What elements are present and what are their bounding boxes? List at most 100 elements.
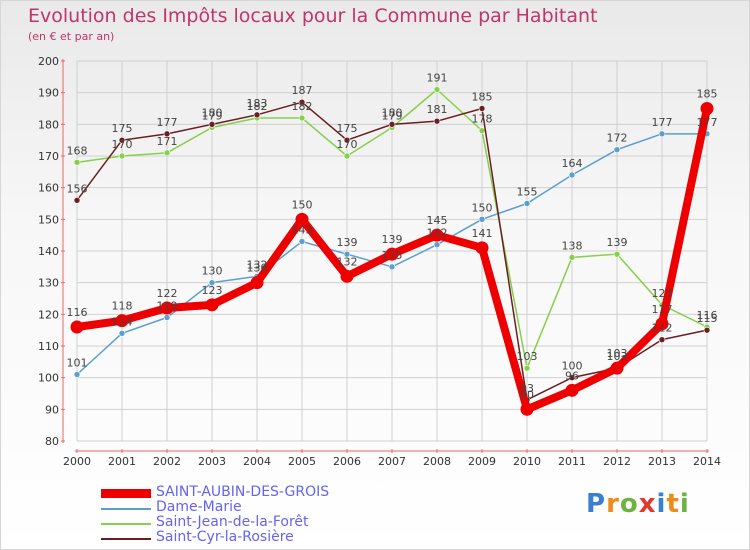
- point-saint-aubin-des-grois-2009: [475, 241, 489, 255]
- data-label-saint-cyr-la-rosi-re-2014: 115: [697, 312, 718, 325]
- logo-letter: t: [666, 489, 680, 519]
- point-saint-jean-de-la-for-t-2002: [163, 149, 171, 157]
- data-label-dame-marie-2006: 139: [337, 236, 358, 249]
- logo-letter: r: [606, 489, 620, 519]
- point-saint-cyr-la-rosi-re-2011: [568, 374, 576, 381]
- x-tick-label-2003: 2003: [198, 455, 226, 468]
- data-label-saint-aubin-des-grois-2006: 132: [337, 255, 358, 268]
- point-saint-aubin-des-grois-2010: [520, 402, 534, 416]
- data-label-saint-jean-de-la-for-t-2008: 191: [427, 72, 448, 85]
- data-label-saint-cyr-la-rosi-re-2003: 180: [202, 106, 223, 119]
- axes: 80 90 100 110 120 130 140 150 160 170 180 190 200 200…: [38, 55, 721, 468]
- data-label-dame-marie-2001: 114: [112, 315, 133, 328]
- point-saint-jean-de-la-for-t-2012: [613, 250, 621, 258]
- point-dame-marie-2008: [433, 241, 441, 248]
- point-dame-marie-2006: [343, 250, 351, 258]
- data-label-dame-marie-2004: 132: [247, 258, 268, 271]
- logo-letter: P: [586, 489, 607, 519]
- point-saint-aubin-des-grois-2011: [565, 383, 579, 397]
- x-tick-label-2010: 2010: [513, 455, 541, 468]
- data-label-saint-cyr-la-rosi-re-2008: 181: [427, 103, 448, 116]
- data-label-dame-marie-2010: 155: [517, 186, 538, 199]
- data-label-dame-marie-2012: 172: [607, 132, 628, 145]
- data-label-saint-jean-de-la-for-t-2003: 179: [202, 110, 223, 123]
- point-saint-cyr-la-rosi-re-2003: [208, 121, 216, 128]
- point-saint-aubin-des-grois-2001: [115, 314, 129, 328]
- line-chart: 80 90 100 110 120 130 140 150 160 170 180 190 200 200…: [38, 55, 721, 468]
- chart-subtitle: (en € et par an): [28, 30, 115, 43]
- data-label-dame-marie-2011: 164: [562, 157, 583, 170]
- y-tick-label-150: 150: [38, 213, 59, 226]
- y-tick-label-130: 130: [38, 277, 59, 290]
- data-label-dame-marie-2009: 150: [472, 201, 493, 214]
- data-label-saint-aubin-des-grois-2014: 185: [697, 88, 718, 101]
- data-label-saint-jean-de-la-for-t-2014: 116: [697, 309, 718, 322]
- y-tick-label-100: 100: [38, 372, 59, 385]
- data-label-saint-cyr-la-rosi-re-2009: 185: [472, 91, 493, 104]
- x-tick-label-2013: 2013: [648, 455, 676, 468]
- point-dame-marie-2001: [118, 330, 126, 337]
- point-dame-marie-2012: [613, 146, 621, 153]
- data-label-saint-jean-de-la-for-t-2002: 171: [157, 135, 178, 148]
- data-label-saint-aubin-des-grois-2012: 103: [607, 347, 628, 360]
- x-tick-label-2000: 2000: [63, 455, 91, 468]
- data-label-saint-aubin-des-grois-2001: 118: [112, 300, 133, 313]
- point-saint-cyr-la-rosi-re-2008: [433, 117, 441, 125]
- point-dame-marie-2013: [658, 130, 666, 138]
- point-saint-cyr-la-rosi-re-2007: [388, 121, 396, 128]
- point-saint-aubin-des-grois-2014: [700, 102, 714, 115]
- y-tick-label-190: 190: [38, 87, 59, 100]
- data-label-saint-cyr-la-rosi-re-2013: 112: [652, 322, 673, 335]
- legend-label-saint-jean: Saint-Jean-de-la-Forêt: [156, 514, 309, 530]
- legend-label-dame-marie: Dame-Marie: [156, 499, 242, 515]
- data-label-saint-aubin-des-grois-2005: 150: [292, 198, 313, 211]
- point-saint-jean-de-la-for-t-2009: [478, 127, 486, 134]
- point-saint-jean-de-la-for-t-2000: [73, 159, 81, 166]
- data-label-saint-aubin-des-grois-2000: 116: [67, 306, 88, 319]
- chart-title: Evolution des Impôts locaux pour la Comm…: [28, 5, 598, 27]
- data-label-saint-aubin-des-grois-2009: 141: [472, 227, 493, 240]
- point-dame-marie-2011: [568, 171, 576, 179]
- point-saint-cyr-la-rosi-re-2004: [253, 111, 261, 119]
- point-saint-cyr-la-rosi-re-2001: [118, 136, 126, 144]
- point-dame-marie-2002: [163, 314, 171, 321]
- data-label-saint-jean-de-la-for-t-2004: 182: [247, 100, 268, 113]
- point-dame-marie-2003: [208, 279, 216, 286]
- x-tick-label-2014: 2014: [693, 455, 721, 468]
- data-label-dame-marie-2003: 130: [202, 265, 223, 278]
- logo-letter: o: [619, 489, 639, 519]
- data-label-saint-jean-de-la-for-t-2011: 138: [562, 239, 583, 252]
- data-label-saint-cyr-la-rosi-re-2011: 100: [562, 360, 583, 373]
- data-label-saint-aubin-des-grois-2008: 145: [427, 214, 448, 227]
- data-label-saint-cyr-la-rosi-re-2002: 177: [157, 116, 178, 129]
- y-tick-label-180: 180: [38, 118, 59, 131]
- data-label-dame-marie-2008: 142: [427, 227, 448, 240]
- x-tick-label-2008: 2008: [423, 455, 451, 468]
- data-label-saint-jean-de-la-for-t-2013: 123: [652, 287, 673, 300]
- legend-swatch-dame-marie: [101, 508, 151, 510]
- point-dame-marie-2005: [298, 238, 306, 245]
- x-tick-label-2004: 2004: [243, 455, 271, 468]
- data-label-saint-cyr-la-rosi-re-2005: 187: [292, 84, 313, 97]
- data-label-saint-cyr-la-rosi-re-2006: 175: [337, 122, 358, 135]
- y-tick-label-160: 160: [38, 182, 59, 195]
- point-saint-cyr-la-rosi-re-2014: [703, 326, 711, 334]
- data-label-dame-marie-2005: 143: [292, 224, 313, 237]
- data-label-dame-marie-2000: 101: [67, 357, 88, 370]
- data-label-saint-jean-de-la-for-t-2006: 170: [337, 138, 358, 151]
- point-saint-aubin-des-grois-2003: [205, 298, 219, 312]
- x-tick-label-2009: 2009: [468, 455, 496, 468]
- data-label-saint-cyr-la-rosi-re-2010: 93: [520, 382, 534, 395]
- point-saint-aubin-des-grois-2005: [295, 212, 309, 226]
- point-saint-cyr-la-rosi-re-2006: [343, 136, 351, 144]
- point-saint-aubin-des-grois-2002: [160, 301, 174, 315]
- x-tick-label-2012: 2012: [603, 455, 631, 468]
- point-saint-cyr-la-rosi-re-2000: [73, 197, 81, 204]
- point-saint-jean-de-la-for-t-2010: [523, 364, 531, 372]
- logo-letter: i: [656, 489, 667, 519]
- x-tick-label-2002: 2002: [153, 455, 181, 468]
- point-saint-aubin-des-grois-2013: [655, 317, 669, 331]
- data-label-saint-jean-de-la-for-t-2009: 178: [472, 113, 493, 126]
